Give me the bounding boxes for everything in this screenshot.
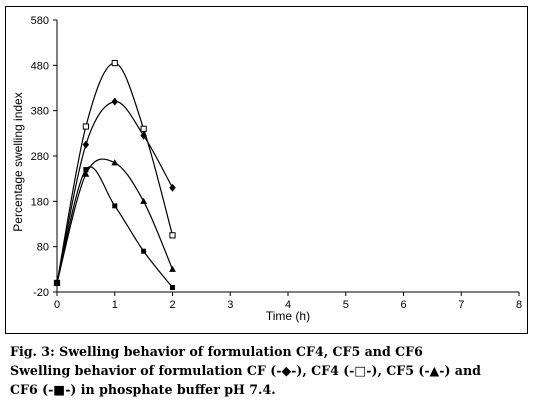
data-point-cf xyxy=(140,131,147,140)
y-axis-title: Percentage swelling index xyxy=(11,92,25,231)
chart-frame xyxy=(5,6,528,334)
x-tick-label: 2 xyxy=(169,299,175,311)
x-tick-label: 5 xyxy=(343,299,349,311)
data-point-cf4 xyxy=(82,123,89,130)
y-tick-label: 180 xyxy=(31,196,49,208)
caption-line-3: CF6 (-■-) in phosphate buffer pH 7.4. xyxy=(10,382,276,397)
data-point-cf6 xyxy=(83,167,89,173)
data-point-cf5 xyxy=(111,159,119,166)
x-axis-title: Time (h) xyxy=(266,309,310,323)
data-point-cf xyxy=(82,140,90,149)
data-point-cf xyxy=(169,183,176,192)
caption-line-1: Fig. 3: Swelling behavior of formulation… xyxy=(10,344,423,359)
y-tick-label: 280 xyxy=(31,151,49,163)
data-point-cf4 xyxy=(140,125,147,132)
data-point-cf5 xyxy=(82,170,90,177)
series-cf4 xyxy=(53,59,176,287)
x-tick-label: 3 xyxy=(227,299,233,311)
data-point-cf xyxy=(111,97,118,106)
data-point-cf6 xyxy=(112,203,118,209)
y-tick-label: 580 xyxy=(31,15,49,27)
y-tick-label: 480 xyxy=(31,60,49,72)
series-cf xyxy=(53,97,176,287)
series-line-cf xyxy=(56,101,174,284)
y-tick-label: -20 xyxy=(33,287,49,299)
series-line-cf4 xyxy=(56,62,174,284)
x-tick-label: 0 xyxy=(54,299,60,311)
data-point-cf4 xyxy=(169,232,176,239)
data-point-cf6 xyxy=(54,280,60,286)
series-line-cf6 xyxy=(56,166,173,288)
y-tick-label: 380 xyxy=(31,106,49,118)
x-tick-label: 8 xyxy=(516,299,522,311)
data-point-cf5 xyxy=(140,197,148,204)
data-point-cf5 xyxy=(169,265,176,272)
x-tick-label: 7 xyxy=(458,299,464,311)
x-tick-label: 4 xyxy=(285,299,291,311)
caption-line-2: Swelling behavior of formulation CF (-◆-… xyxy=(10,363,481,378)
x-tick-label: 1 xyxy=(112,299,118,311)
series-line-cf5 xyxy=(56,158,174,284)
y-tick-label: 80 xyxy=(37,242,49,254)
data-point-cf6 xyxy=(141,248,147,254)
data-point-cf4 xyxy=(111,59,118,67)
series-cf6 xyxy=(54,166,175,290)
x-tick-label: 6 xyxy=(400,299,406,311)
data-point-cf6 xyxy=(170,284,175,290)
figure-caption: Fig. 3: Swelling behavior of formulation… xyxy=(10,342,530,399)
